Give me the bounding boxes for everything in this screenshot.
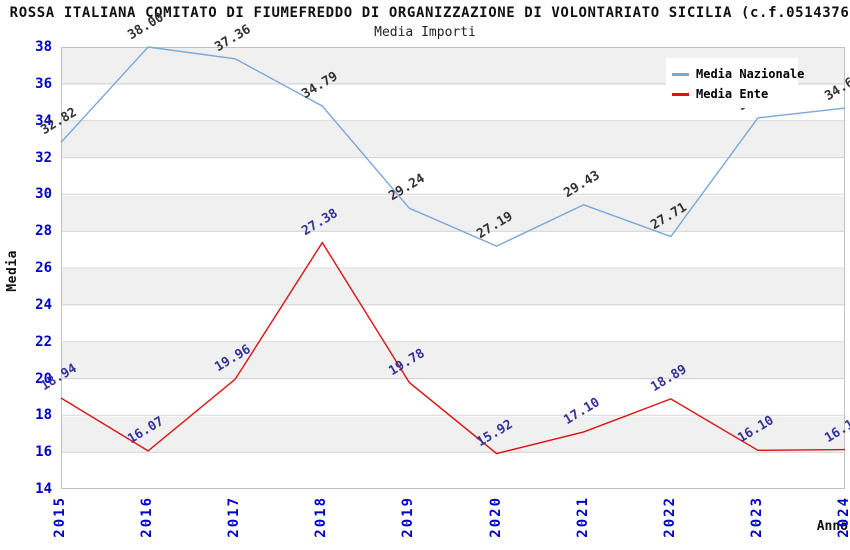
legend-item-media-nazionale: Media Nazionale <box>672 64 804 84</box>
legend-swatch-media-nazionale-icon <box>672 72 689 76</box>
chart-subtitle: Media Importi <box>374 25 476 40</box>
legend: Media Nazionale Media Ente <box>666 58 804 108</box>
y-axis-title: Media <box>5 250 20 292</box>
legend-label-media-ente: Media Ente <box>696 87 769 101</box>
series-line-media-ente <box>60 241 846 455</box>
series-line-media-nazionale <box>60 46 846 247</box>
chart-title: CROCE ROSSA ITALIANA COMITATO DI FIUMEFR… <box>0 5 850 21</box>
legend-swatch-media-ente-icon <box>672 92 689 96</box>
legend-label-media-nazionale: Media Nazionale <box>696 67 805 81</box>
legend-item-media-ente: Media Ente <box>672 84 792 104</box>
x-axis-title: Anno <box>816 519 848 534</box>
